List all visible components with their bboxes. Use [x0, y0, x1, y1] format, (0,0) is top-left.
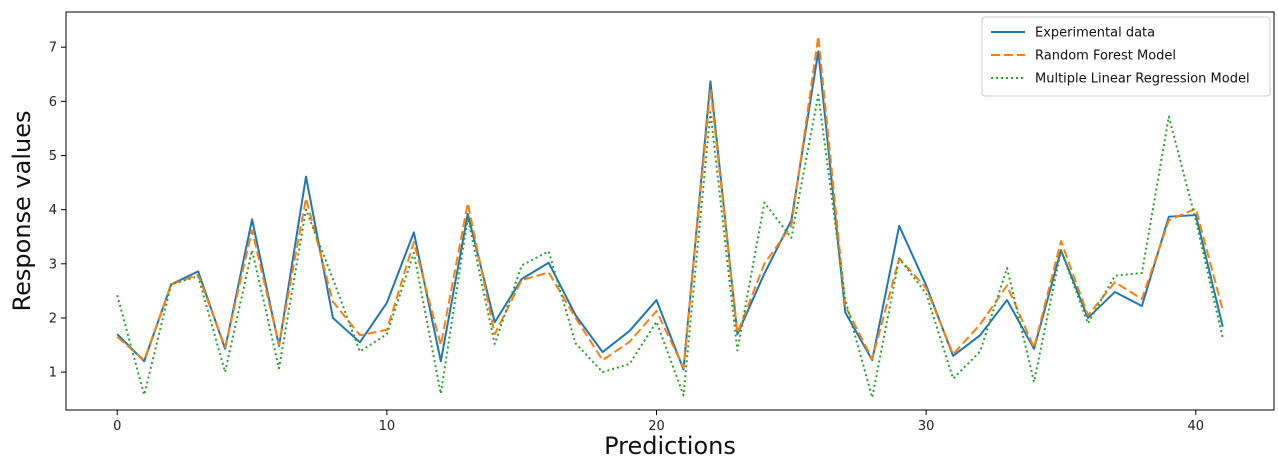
- y-tick-label: 7: [49, 41, 57, 56]
- series-line-3: [116, 93, 1224, 399]
- x-tick-label: 10: [379, 419, 396, 434]
- series-line-2: [116, 35, 1224, 369]
- y-axis-title: Response values: [8, 111, 36, 312]
- legend: Experimental data Random Forest Model Mult…: [981, 16, 1271, 97]
- x-tick-label: 0: [113, 419, 121, 434]
- x-tick-label: 30: [918, 419, 935, 434]
- y-tick-label: 2: [49, 311, 57, 326]
- y-tick-label: 5: [49, 149, 57, 164]
- y-tick-label: 3: [49, 257, 57, 272]
- y-tick-label: 6: [49, 95, 57, 110]
- plot-frame: [65, 11, 1275, 411]
- legend-label: Experimental data: [1035, 26, 1155, 41]
- x-tick-label: 40: [1188, 419, 1205, 434]
- legend-label: Multiple Linear Regression Model: [1035, 72, 1250, 87]
- series-layer: [116, 35, 1224, 399]
- legend-label: Random Forest Model: [1035, 49, 1176, 64]
- y-tick-label: 4: [49, 203, 57, 218]
- y-tick-label: 1: [49, 366, 57, 381]
- x-axis-title: Predictions: [604, 432, 736, 460]
- x-tick-label: 20: [648, 419, 665, 434]
- x-axis: 0 10 20 30 40: [113, 410, 1204, 434]
- y-axis: 1 2 3 4 5 6 7: [49, 41, 66, 381]
- legend-box: [981, 16, 1271, 97]
